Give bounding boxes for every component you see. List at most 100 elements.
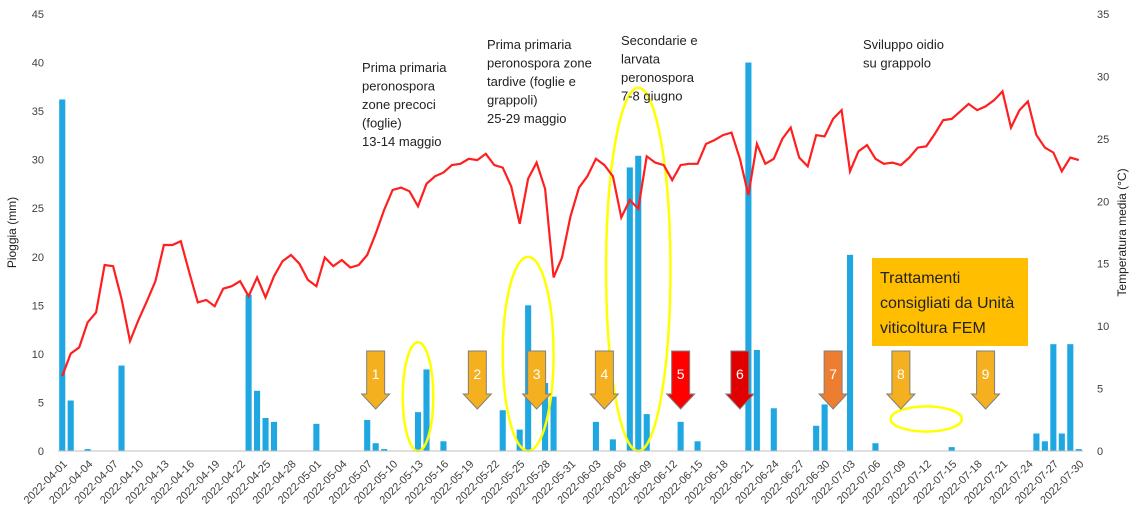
annotation-line: 13-14 maggio xyxy=(362,134,442,149)
treatment-box-line: viticoltura FEM xyxy=(880,320,986,337)
y-right-tick-label: 15 xyxy=(1097,259,1109,271)
rain-bar xyxy=(262,417,269,451)
rain-bar xyxy=(414,412,422,451)
rain-bar xyxy=(516,429,523,451)
annotation-line: zone precoci xyxy=(362,97,436,112)
y-left-tick-label: 40 xyxy=(32,58,44,70)
treatment-arrow-label: 1 xyxy=(372,366,380,382)
rain-bar xyxy=(626,167,633,452)
annotation-line: su grappolo xyxy=(863,56,931,71)
treatment-box-background xyxy=(872,258,1028,346)
rain-bars xyxy=(59,62,1082,452)
rain-bar xyxy=(313,423,320,451)
annotation-line: Prima primaria xyxy=(487,37,572,52)
rain-bar xyxy=(1058,433,1065,451)
rain-bar xyxy=(694,441,701,451)
rain-bar xyxy=(1041,441,1048,451)
y-right-tick-label: 0 xyxy=(1097,446,1103,458)
annotation-line: 25-29 maggio xyxy=(487,111,567,126)
treatment-box-line: consigliati da Unità xyxy=(880,295,1014,312)
treatment-box-line: Trattamenti xyxy=(880,270,960,287)
rain-bar xyxy=(542,383,549,451)
rain-bar xyxy=(67,400,74,451)
y-left-tick-label: 10 xyxy=(32,349,44,361)
y-left-tick-label: 15 xyxy=(32,300,44,312)
treatment-arrow-label: 2 xyxy=(473,366,481,382)
treatment-arrow-label: 6 xyxy=(736,366,744,382)
y-left-tick-label: 30 xyxy=(32,155,44,167)
rain-bar xyxy=(948,447,955,451)
annotation-line: (foglie) xyxy=(362,116,402,131)
y-right-tick-label: 35 xyxy=(1097,9,1109,21)
treatment-arrow xyxy=(589,350,620,410)
annotation-line: 7-8 giugno xyxy=(621,89,682,104)
rain-bar xyxy=(372,443,379,451)
temperature-line xyxy=(61,89,1080,377)
treatment-arrow xyxy=(360,350,391,410)
treatment-arrow-label: 3 xyxy=(533,366,541,382)
annotation-line: Prima primaria xyxy=(362,60,447,75)
rain-bar xyxy=(1075,449,1082,451)
treatment-arrow xyxy=(462,350,493,410)
rain-bar xyxy=(84,449,91,451)
y-left-axis-label: Pioggia (mm) xyxy=(5,197,19,268)
treatment-arrow xyxy=(521,350,552,410)
rain-bar xyxy=(813,425,820,451)
rain-bar xyxy=(753,350,760,451)
annotation-line: peronospora xyxy=(621,70,695,85)
rain-bar xyxy=(592,421,599,451)
rain-bar xyxy=(846,254,854,451)
annotation-line: grappoli) xyxy=(487,93,538,108)
rain-bar xyxy=(872,443,879,451)
treatment-arrow-label: 7 xyxy=(829,366,837,382)
rain-bar xyxy=(254,390,261,451)
y-right-axis-label: Temperatura media (°C) xyxy=(1115,168,1129,296)
rain-bar xyxy=(643,414,650,451)
rain-bar xyxy=(118,365,125,451)
rain-bar xyxy=(381,449,388,451)
treatment-arrow xyxy=(885,350,917,410)
treatment-arrow-label: 5 xyxy=(677,366,685,382)
y-right-tick-label: 25 xyxy=(1097,134,1109,146)
annotation-line: Sviluppo oidio xyxy=(863,37,944,52)
rain-bar xyxy=(1033,433,1040,451)
y-left-tick-label: 5 xyxy=(38,397,44,409)
rain-bar xyxy=(1050,344,1057,451)
treatment-arrow xyxy=(817,350,849,410)
annotation-line: peronospora xyxy=(362,79,436,94)
rain-bar xyxy=(821,404,828,451)
treatment-box: Trattamenti consigliati da Unità viticoltu… xyxy=(872,258,1028,346)
rain-bar xyxy=(677,421,684,451)
annotation-line: Secondarie e xyxy=(621,33,698,48)
rain-bar xyxy=(59,99,66,452)
y-right-tick-label: 10 xyxy=(1097,321,1109,333)
rain-bar xyxy=(270,421,278,451)
rain-bar xyxy=(609,439,616,451)
annotation-line: peronospora zone xyxy=(487,56,592,71)
rain-bar xyxy=(1067,344,1074,451)
rain-bar xyxy=(745,62,752,452)
annotation-line: tardive (foglie e xyxy=(487,74,576,89)
y-left-tick-label: 20 xyxy=(32,252,44,264)
highlight-ellipse xyxy=(889,405,964,433)
annotations: Prima primaria peronospora zone precoci (fo… xyxy=(362,33,944,149)
treatment-arrow xyxy=(724,350,756,410)
y-left-tick-label: 25 xyxy=(32,203,44,215)
y-left-tick-label: 35 xyxy=(32,106,44,118)
annotation-line: larvata xyxy=(621,52,661,67)
treatment-arrow-label: 4 xyxy=(600,366,608,382)
rain-bar xyxy=(770,408,777,451)
y-left-tick-label: 0 xyxy=(38,446,44,458)
rain-bar xyxy=(423,369,430,451)
treatment-arrows: 1 2 3 4 5 6 7 8 9 xyxy=(360,350,1001,410)
rain-bar xyxy=(550,396,557,451)
rain-bar xyxy=(245,294,252,451)
rain-bar xyxy=(440,441,447,451)
y-right-tick-label: 30 xyxy=(1097,71,1109,83)
y-right-tick-label: 20 xyxy=(1097,196,1109,208)
treatment-arrow-label: 8 xyxy=(897,366,905,382)
treatment-arrow xyxy=(665,350,696,410)
treatment-arrow xyxy=(970,350,1001,410)
rain-bar xyxy=(635,155,642,451)
